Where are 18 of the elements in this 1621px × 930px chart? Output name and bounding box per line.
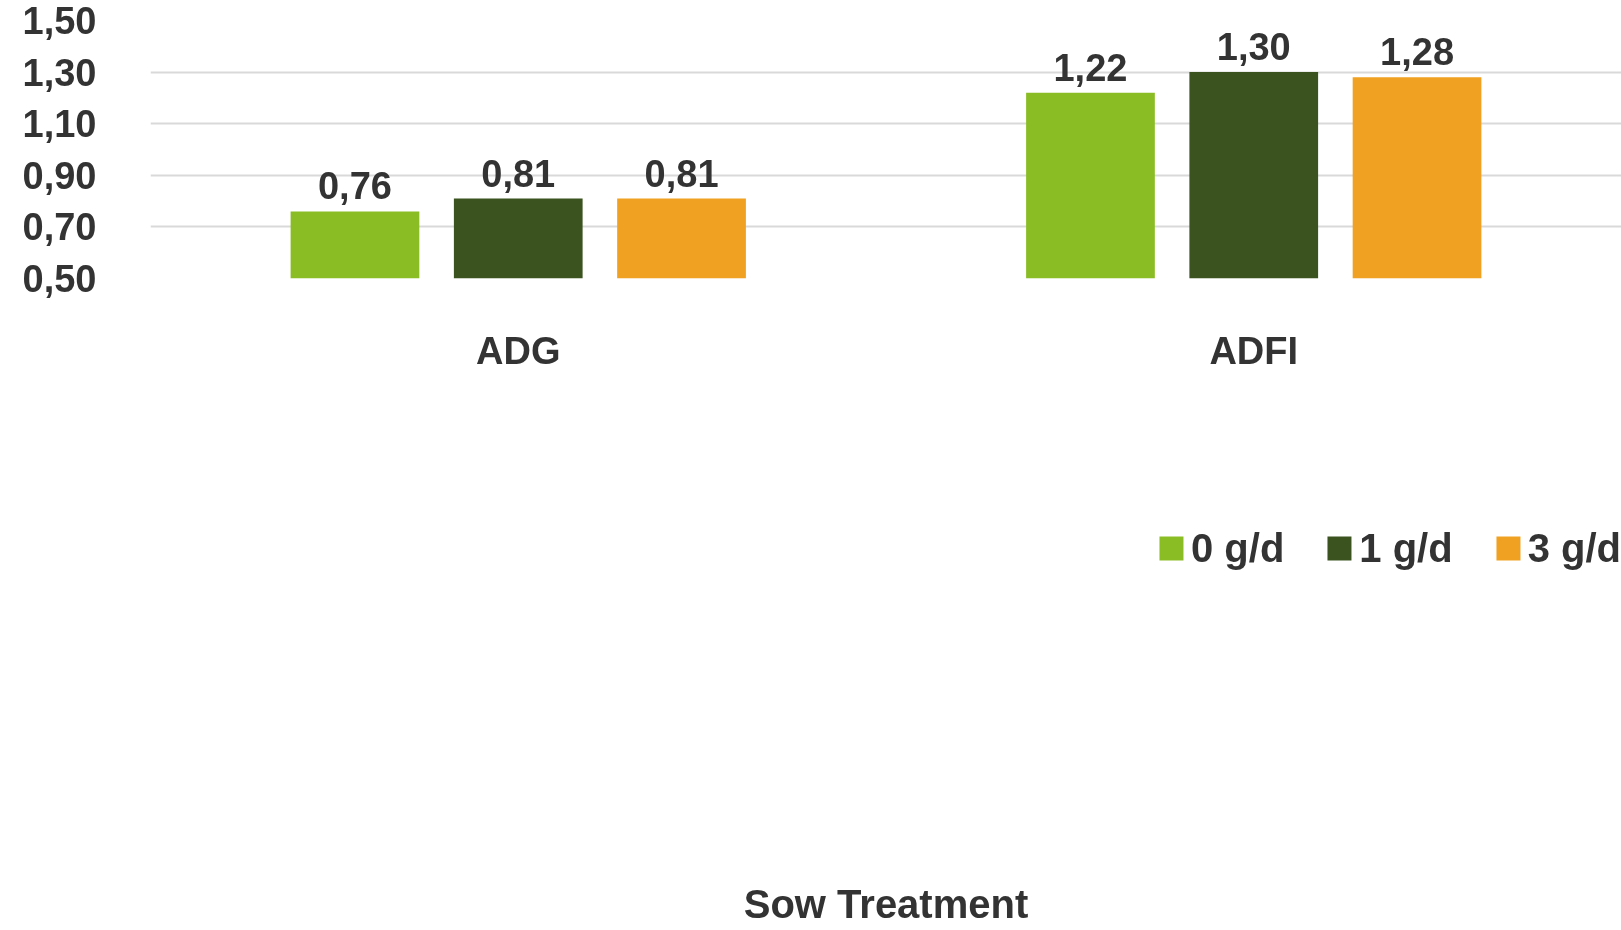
data-label: 0,81 [481,152,556,195]
data-label: 0,76 [317,165,392,208]
data-label: 1,28 [1380,31,1455,74]
x-tick-label: ADFI [1209,329,1299,372]
x-tick-label: ADG [476,329,561,372]
legend-label: 0 g/d [1190,525,1285,571]
data-label: 1,22 [1053,46,1128,89]
legend-label: 3 g/d [1527,525,1621,571]
y-tick-label: 0,90 [22,154,97,197]
data-label: 1,30 [1216,26,1291,69]
legend-title: Sow Treatment [743,881,1029,926]
y-tick-label: 1,10 [22,103,97,146]
data-label: 0,81 [644,152,719,195]
y-tick-label: 0,50 [22,258,97,300]
y-tick-label: 1,50 [22,0,97,42]
y-tick-label: 1,30 [22,51,97,94]
legend-label: 1 g/d [1359,525,1453,571]
y-tick-label: 0,70 [22,206,97,249]
